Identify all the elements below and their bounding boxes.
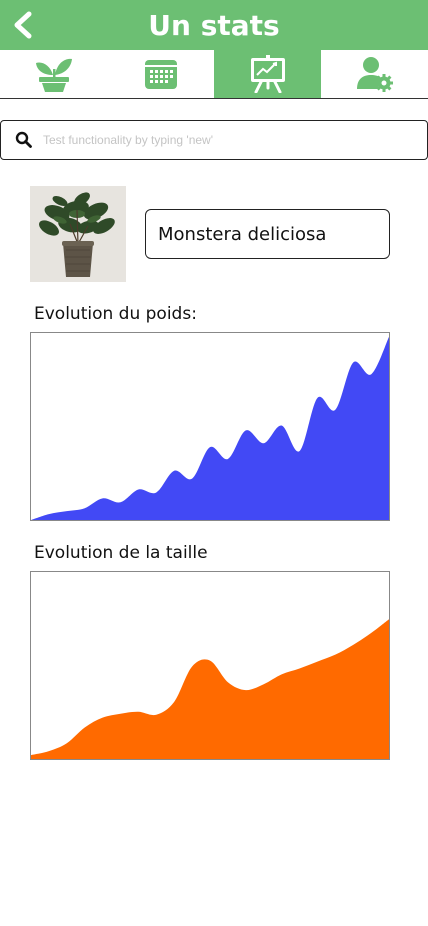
user-settings-icon: [356, 57, 393, 92]
tab-user-settings[interactable]: [321, 50, 428, 98]
back-button[interactable]: [6, 8, 40, 42]
height-chart-title: Evolution de la taille: [34, 543, 208, 563]
weight-series-area: [31, 336, 389, 520]
plant-pot-icon: [35, 58, 72, 92]
weight-chart-title: Evolution du poids:: [34, 304, 197, 324]
search-bar: [0, 120, 428, 160]
presentation-chart-icon: [250, 55, 285, 93]
search-icon: [15, 131, 32, 148]
height-chart: [30, 571, 390, 760]
height-chart-svg: [31, 619, 389, 759]
weight-chart-svg: [31, 336, 389, 520]
search-input[interactable]: [43, 125, 427, 155]
monstera-plant-photo: [30, 186, 126, 282]
tab-stats[interactable]: [214, 50, 321, 98]
height-series-area: [31, 619, 389, 759]
weight-chart: [30, 332, 390, 521]
page-title: Un stats: [148, 9, 280, 42]
tab-bar: [0, 50, 428, 99]
tab-calendar[interactable]: [107, 50, 214, 98]
chevron-left-icon: [14, 11, 32, 39]
plant-name-field[interactable]: Monstera deliciosa: [145, 209, 390, 259]
calendar-icon: [144, 60, 177, 89]
plant-photo: [30, 186, 126, 282]
tab-plants[interactable]: [0, 50, 107, 98]
app-header: Un stats: [0, 0, 428, 50]
